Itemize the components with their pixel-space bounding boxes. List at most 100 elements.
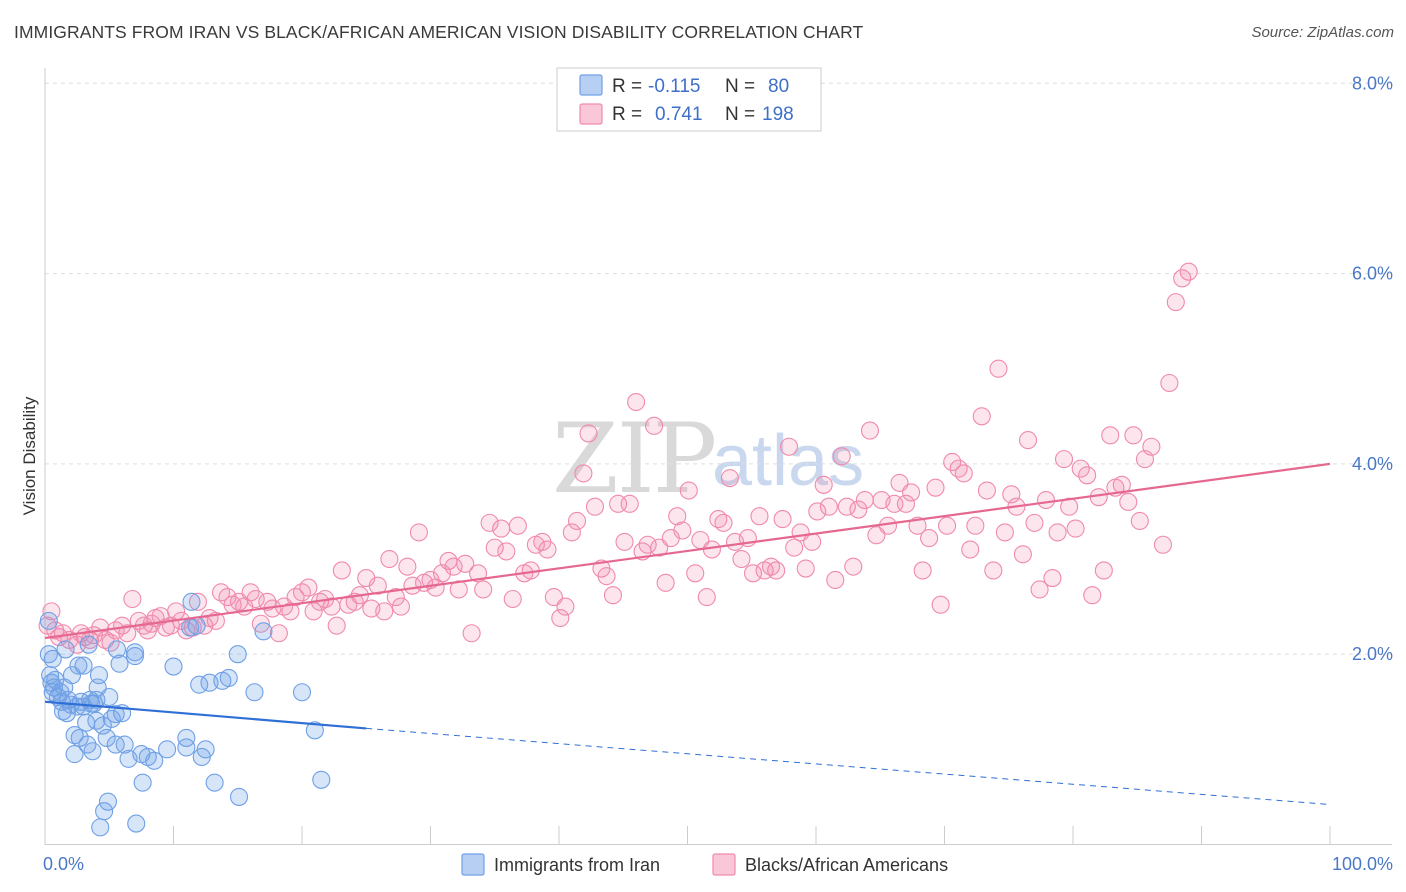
point-black	[468, 564, 488, 583]
y-tick-label: 6.0%	[1352, 264, 1393, 284]
point-black	[1094, 561, 1113, 580]
point-black	[1124, 426, 1143, 445]
series-immigrants-from-iran	[39, 592, 331, 837]
point-black	[931, 595, 950, 614]
bottom-legend-label-black: Blacks/African Americans	[745, 855, 948, 875]
correlation-legend: R = -0.115 N = 80 R = 0.741 N = 198	[556, 67, 822, 132]
point-black	[304, 602, 323, 621]
point-black	[1078, 466, 1097, 485]
point-black	[1130, 511, 1149, 531]
point-black	[638, 535, 657, 554]
point-black	[1083, 586, 1102, 605]
legend-swatch-black	[579, 103, 603, 125]
point-black	[574, 464, 593, 483]
point-black	[767, 561, 786, 580]
point-black	[949, 459, 968, 478]
point-iran	[70, 728, 89, 747]
point-iran	[182, 592, 201, 611]
point-black	[123, 589, 142, 609]
point-black	[796, 559, 815, 578]
legend-n-label-1: N =	[725, 76, 755, 97]
legend-r-label-1: R =	[612, 76, 642, 97]
point-black	[832, 447, 851, 466]
chart-title: IMMIGRANTS FROM IRAN VS BLACK/AFRICAN AM…	[14, 22, 864, 42]
point-black	[844, 557, 863, 576]
point-iran	[177, 728, 196, 747]
point-black	[668, 507, 687, 526]
point-black	[1166, 293, 1185, 312]
point-iran	[69, 656, 88, 675]
point-black	[1030, 580, 1049, 599]
bottom-legend-swatch-black	[712, 853, 736, 876]
trend-line-iran	[44, 700, 367, 730]
point-black	[1013, 545, 1032, 564]
point-black	[913, 561, 932, 580]
y-tick-label: 2.0%	[1352, 644, 1393, 664]
point-black	[480, 513, 499, 532]
point-black	[206, 611, 225, 630]
point-iran	[292, 683, 312, 702]
point-black	[538, 540, 557, 559]
point-black	[972, 407, 991, 426]
point-iran	[74, 656, 93, 675]
point-iran	[89, 666, 109, 685]
point-black	[743, 564, 763, 583]
point-black	[1036, 490, 1056, 510]
legend-n-value-2: 198	[762, 104, 794, 125]
point-black	[720, 469, 739, 488]
point-black	[551, 608, 570, 628]
x-tick-label-max: 100.0%	[1332, 854, 1393, 874]
watermark-atlas: atlas	[712, 421, 864, 501]
point-iran	[164, 657, 183, 676]
point-black	[920, 529, 939, 548]
point-iran	[219, 668, 238, 688]
point-black	[1119, 492, 1138, 511]
point-iran	[312, 770, 331, 789]
point-iran	[115, 735, 134, 754]
point-iran	[95, 802, 114, 821]
point-black	[444, 557, 463, 576]
point-black	[849, 500, 868, 519]
point-black	[597, 567, 616, 586]
point-iran	[83, 742, 102, 761]
point-iran	[79, 635, 98, 654]
point-black	[697, 588, 716, 607]
point-black	[645, 416, 664, 435]
point-black	[814, 475, 833, 494]
point-black	[1018, 431, 1038, 450]
axes: 0.0% 100.0%	[43, 68, 1393, 874]
legend-r-label-2: R =	[612, 104, 642, 125]
point-black	[961, 540, 980, 559]
point-black	[1101, 426, 1120, 445]
point-black	[246, 589, 265, 609]
point-black	[1112, 475, 1131, 494]
point-black	[837, 497, 856, 516]
trend-lines	[44, 462, 1331, 806]
series-legend: Immigrants from Iran Blacks/African Amer…	[461, 853, 948, 876]
point-black	[808, 502, 827, 521]
series-blacks-african-americans	[38, 262, 1198, 654]
point-black	[585, 497, 605, 516]
point-black	[938, 516, 957, 535]
point-black	[732, 549, 751, 569]
point-iran	[254, 622, 273, 641]
point-black	[503, 589, 522, 609]
point-black	[989, 359, 1008, 378]
x-tick-label-min: 0.0%	[43, 854, 84, 874]
point-black	[1160, 373, 1179, 393]
point-iran	[127, 814, 146, 833]
point-black	[567, 511, 587, 531]
point-black	[1054, 450, 1074, 469]
point-black	[878, 516, 898, 535]
point-black	[456, 554, 475, 573]
trend-line-iran-extension	[366, 727, 1331, 806]
point-black	[409, 523, 428, 542]
point-black	[492, 519, 511, 538]
point-black	[714, 513, 733, 532]
bottom-legend-label-iran: Immigrants from Iran	[494, 855, 660, 875]
point-black	[1025, 513, 1044, 532]
point-iran	[97, 728, 116, 747]
point-black	[627, 392, 646, 412]
point-black	[398, 557, 417, 576]
